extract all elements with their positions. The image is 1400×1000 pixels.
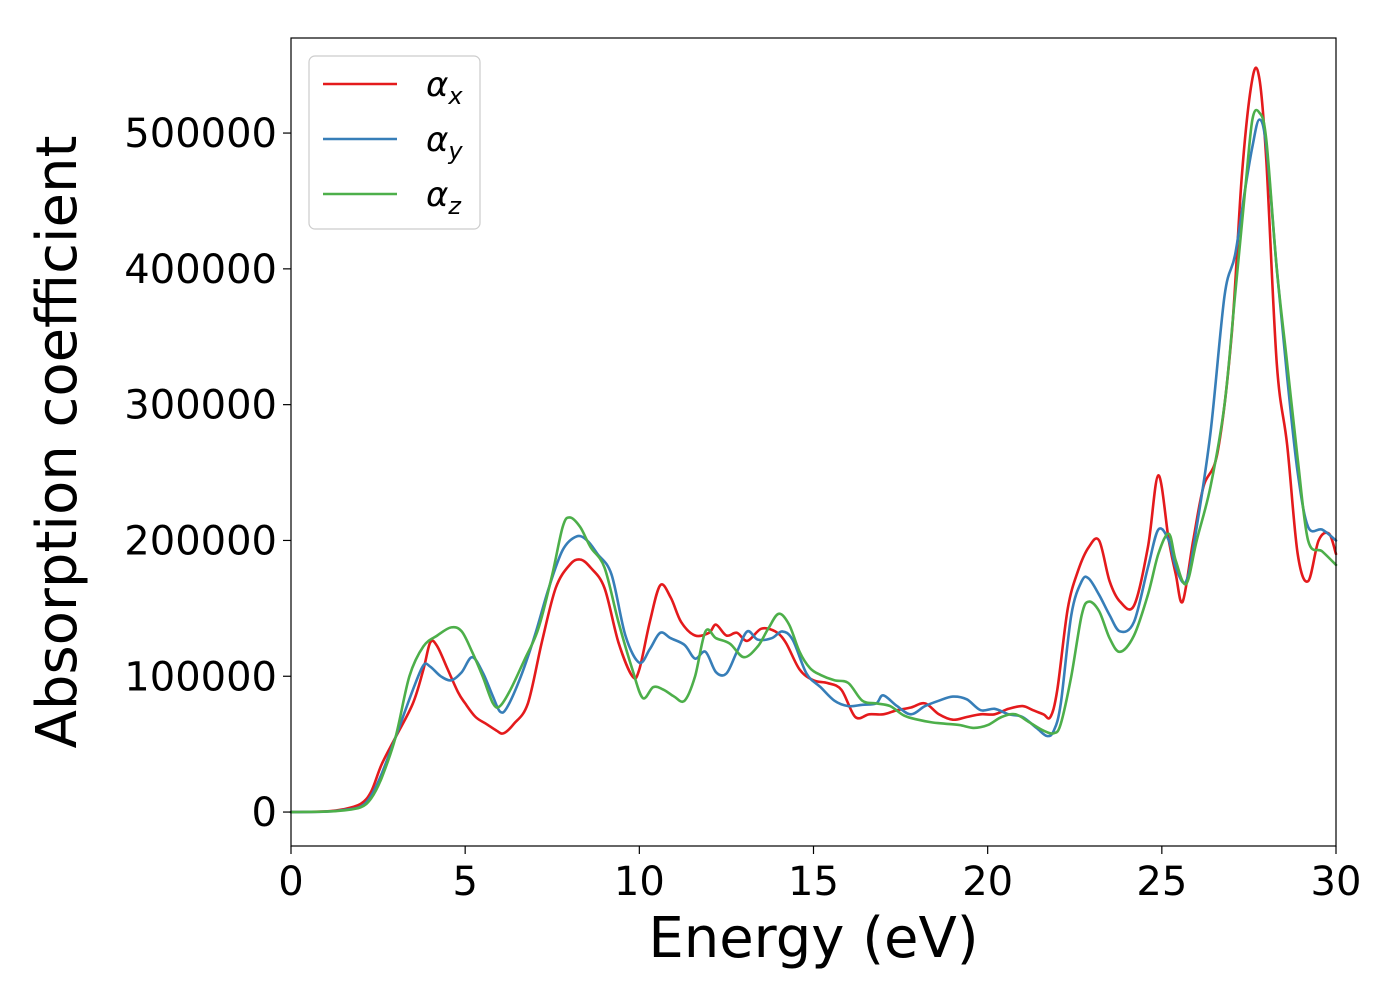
x-tick-label: 5 [452, 859, 477, 905]
legend-box [308, 55, 481, 230]
y-tick-label: 0 [252, 790, 277, 836]
x-tick-label: 0 [278, 859, 303, 905]
y-axis-ticks: 0 100000 200000 300000 400000 500000 [124, 111, 291, 836]
x-tick-label: 10 [614, 859, 665, 905]
x-axis-label: Energy (eV) [648, 906, 978, 971]
x-axis-ticks: 0 5 10 15 20 25 30 [278, 846, 1361, 905]
x-tick-label: 15 [788, 859, 839, 905]
y-tick-label: 300000 [124, 383, 277, 429]
y-tick-label: 400000 [124, 247, 277, 293]
y-axis-label: Absorption coefficient [25, 136, 90, 749]
y-tick-label: 200000 [124, 518, 277, 564]
y-tick-label: 100000 [124, 654, 277, 700]
series-layer [289, 66, 1338, 814]
x-tick-label: 30 [1311, 859, 1362, 905]
x-tick-label: 20 [962, 859, 1013, 905]
series-line-y [289, 118, 1338, 814]
y-tick-label: 500000 [124, 111, 277, 157]
series-line-z [289, 108, 1338, 814]
x-tick-label: 25 [1136, 859, 1187, 905]
